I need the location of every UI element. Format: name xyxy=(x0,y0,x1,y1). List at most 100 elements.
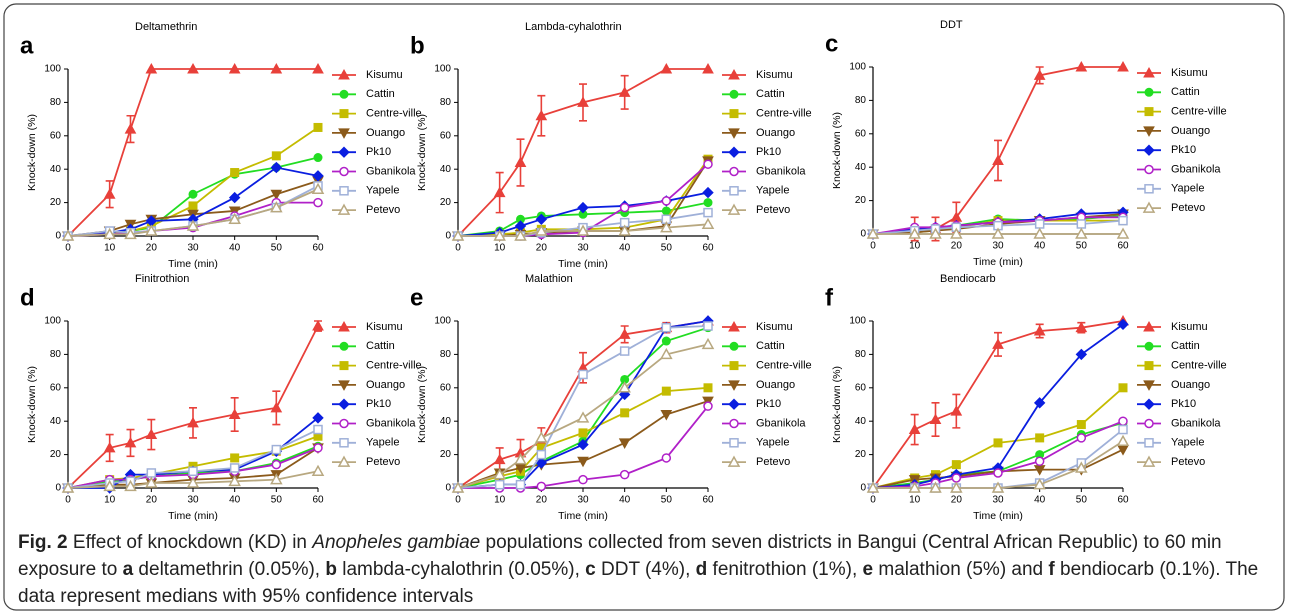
x-tick-label: 0 xyxy=(870,241,876,252)
y-tick-label: 60 xyxy=(855,128,867,139)
marker xyxy=(61,481,75,493)
marker xyxy=(515,479,526,490)
marker xyxy=(951,473,962,483)
marker xyxy=(866,481,880,493)
x-tick-label: 0 xyxy=(65,243,71,254)
legend-marker xyxy=(727,203,741,215)
legend-marker xyxy=(1143,66,1155,78)
legend-label: Centre-ville xyxy=(756,108,812,120)
legend-marker xyxy=(1143,144,1155,156)
y-tick-label: 100 xyxy=(849,316,866,327)
legend-label: Pk10 xyxy=(1171,144,1196,156)
legend-marker xyxy=(728,128,740,139)
marker xyxy=(619,202,630,213)
caption-part: fenitrothion (1%), xyxy=(707,559,863,580)
marker xyxy=(188,201,198,211)
x-tick-label: 50 xyxy=(661,495,673,506)
series xyxy=(451,337,715,493)
legend-label: Kisumu xyxy=(366,321,403,333)
legend-marker xyxy=(339,89,349,99)
y-axis-label: Knock-down (%) xyxy=(26,366,38,443)
y-tick-label: 40 xyxy=(50,416,62,427)
caption-part: Anopheles gambiae xyxy=(312,532,481,553)
x-tick-label: 30 xyxy=(187,495,199,506)
x-tick-label: 30 xyxy=(187,243,199,254)
series xyxy=(866,227,1130,239)
marker xyxy=(103,441,116,453)
marker xyxy=(311,464,325,477)
marker xyxy=(514,453,527,465)
legend-label: Centre-ville xyxy=(366,360,422,372)
x-tick-label: 0 xyxy=(455,495,461,506)
y-tick-label: 0 xyxy=(445,231,451,242)
y-tick-label: 20 xyxy=(855,449,867,460)
marker xyxy=(124,227,137,240)
x-tick-label: 40 xyxy=(229,243,241,254)
marker xyxy=(703,383,713,393)
marker xyxy=(620,408,630,418)
legend-label: Pk10 xyxy=(756,146,781,158)
marker xyxy=(576,411,590,423)
series-line xyxy=(457,320,709,489)
marker xyxy=(950,227,963,239)
legend-marker xyxy=(729,438,739,448)
x-tick-label: 20 xyxy=(146,495,158,506)
marker xyxy=(535,224,548,236)
marker xyxy=(1117,60,1129,72)
x-tick-label: 20 xyxy=(951,495,963,506)
marker xyxy=(494,479,505,490)
legend-marker xyxy=(729,186,739,196)
legend-label: Cattin xyxy=(366,88,395,100)
marker xyxy=(1033,227,1046,239)
marker xyxy=(661,453,672,463)
legend-marker xyxy=(729,361,739,371)
marker xyxy=(1118,416,1128,426)
y-tick-label: 60 xyxy=(50,382,62,393)
marker xyxy=(493,468,506,480)
marker xyxy=(993,468,1003,478)
x-tick-label: 60 xyxy=(312,243,324,254)
legend-label: Cattin xyxy=(756,88,785,100)
legend-label: Ouango xyxy=(756,127,795,139)
caption-part: a xyxy=(122,559,134,580)
x-tick-label: 20 xyxy=(951,241,963,252)
x-tick-label: 50 xyxy=(1076,241,1088,252)
series-line xyxy=(457,343,709,489)
marker xyxy=(578,369,588,380)
y-tick-label: 0 xyxy=(445,483,451,494)
marker xyxy=(703,198,713,208)
legend-label: Petevo xyxy=(366,204,400,216)
panel-label: e xyxy=(410,284,423,311)
legend-label: Gbanikola xyxy=(756,417,806,429)
marker xyxy=(230,168,240,178)
marker xyxy=(313,122,323,132)
legend-label: Kisumu xyxy=(756,321,793,333)
marker xyxy=(1075,321,1088,333)
y-tick-label: 60 xyxy=(440,130,452,141)
legend-label: Yapele xyxy=(366,437,399,449)
marker xyxy=(1075,60,1088,72)
marker xyxy=(661,196,672,206)
legend-marker xyxy=(338,320,350,332)
y-tick-label: 40 xyxy=(440,164,452,175)
marker xyxy=(660,347,673,360)
marker xyxy=(702,186,714,199)
marker xyxy=(1076,219,1087,229)
x-tick-label: 60 xyxy=(1117,495,1129,506)
marker xyxy=(1117,318,1129,331)
marker xyxy=(270,161,283,174)
x-tick-label: 40 xyxy=(1034,495,1046,506)
y-tick-label: 20 xyxy=(50,449,62,460)
y-tick-label: 80 xyxy=(440,349,452,360)
marker xyxy=(1116,227,1130,239)
x-tick-label: 40 xyxy=(619,495,631,506)
marker xyxy=(312,412,324,424)
x-axis-label: Time (min) xyxy=(558,510,608,522)
marker xyxy=(451,481,465,493)
marker xyxy=(61,229,75,241)
marker xyxy=(145,224,158,236)
caption-part: e xyxy=(862,559,874,580)
x-tick-label: 30 xyxy=(992,241,1004,252)
marker xyxy=(313,424,323,435)
legend-marker xyxy=(729,341,739,351)
